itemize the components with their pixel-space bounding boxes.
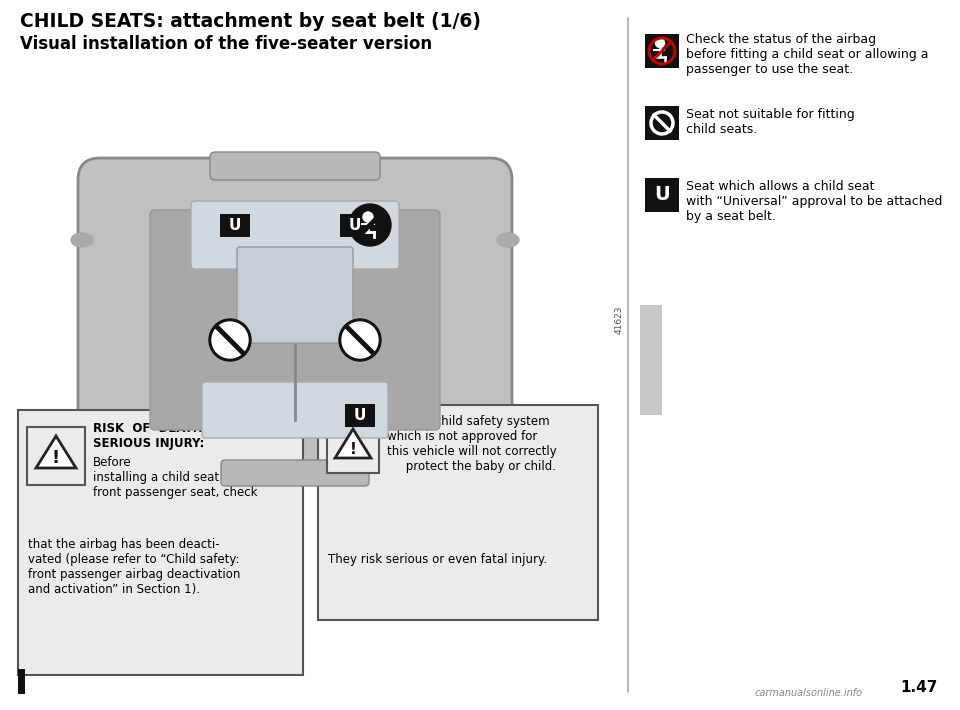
FancyBboxPatch shape (210, 152, 380, 180)
FancyBboxPatch shape (237, 247, 353, 343)
Text: Seat not suitable for fitting
child seats.: Seat not suitable for fitting child seat… (686, 108, 854, 136)
FancyBboxPatch shape (221, 460, 369, 486)
FancyBboxPatch shape (318, 405, 598, 620)
FancyBboxPatch shape (340, 214, 370, 236)
Text: Before
installing a child seat on the
front passenger seat, check: Before installing a child seat on the fr… (93, 456, 261, 499)
FancyBboxPatch shape (78, 158, 512, 482)
Text: CHILD SEATS: attachment by seat belt (1/6): CHILD SEATS: attachment by seat belt (1/… (20, 12, 481, 31)
FancyBboxPatch shape (150, 210, 440, 430)
Text: !: ! (349, 442, 356, 457)
FancyBboxPatch shape (18, 669, 25, 694)
Ellipse shape (497, 233, 519, 247)
FancyBboxPatch shape (345, 403, 375, 427)
FancyBboxPatch shape (18, 410, 303, 675)
FancyBboxPatch shape (645, 178, 679, 212)
Polygon shape (36, 436, 76, 468)
Text: U: U (654, 185, 670, 204)
Circle shape (339, 319, 381, 361)
Text: carmanualsonline.info: carmanualsonline.info (755, 688, 863, 698)
FancyBboxPatch shape (202, 382, 388, 438)
Text: Visual installation of the five-seater version: Visual installation of the five-seater v… (20, 35, 432, 53)
Circle shape (209, 319, 251, 361)
Text: U: U (354, 408, 366, 422)
Text: RISK  OF  DEATH  OR
SERIOUS INJURY:: RISK OF DEATH OR SERIOUS INJURY: (93, 422, 230, 450)
FancyBboxPatch shape (327, 421, 379, 473)
FancyBboxPatch shape (220, 214, 250, 236)
Circle shape (349, 204, 391, 246)
Circle shape (656, 38, 664, 48)
Text: U: U (228, 217, 241, 232)
Text: !: ! (52, 449, 60, 467)
Ellipse shape (71, 233, 93, 247)
FancyBboxPatch shape (27, 427, 85, 485)
Text: Check the status of the airbag
before fitting a child seat or allowing a
passeng: Check the status of the airbag before fi… (686, 33, 928, 76)
Text: Using a child safety system
which is not approved for
this vehicle will not corr: Using a child safety system which is not… (387, 415, 557, 473)
Text: Seat which allows a child seat
with “Universal” approval to be attached
by a sea: Seat which allows a child seat with “Uni… (686, 180, 943, 223)
FancyBboxPatch shape (191, 201, 399, 269)
Circle shape (212, 322, 248, 358)
FancyBboxPatch shape (640, 305, 662, 415)
FancyBboxPatch shape (645, 106, 679, 140)
Circle shape (342, 322, 378, 358)
Text: 41623: 41623 (614, 306, 623, 334)
FancyBboxPatch shape (645, 34, 679, 68)
Text: They risk serious or even fatal injury.: They risk serious or even fatal injury. (328, 553, 547, 566)
Polygon shape (335, 429, 371, 458)
Text: 1.47: 1.47 (900, 680, 938, 695)
Circle shape (363, 212, 373, 222)
Text: that the airbag has been deacti-
vated (please refer to “Child safety:
front pas: that the airbag has been deacti- vated (… (28, 538, 240, 596)
Text: U: U (348, 217, 361, 232)
